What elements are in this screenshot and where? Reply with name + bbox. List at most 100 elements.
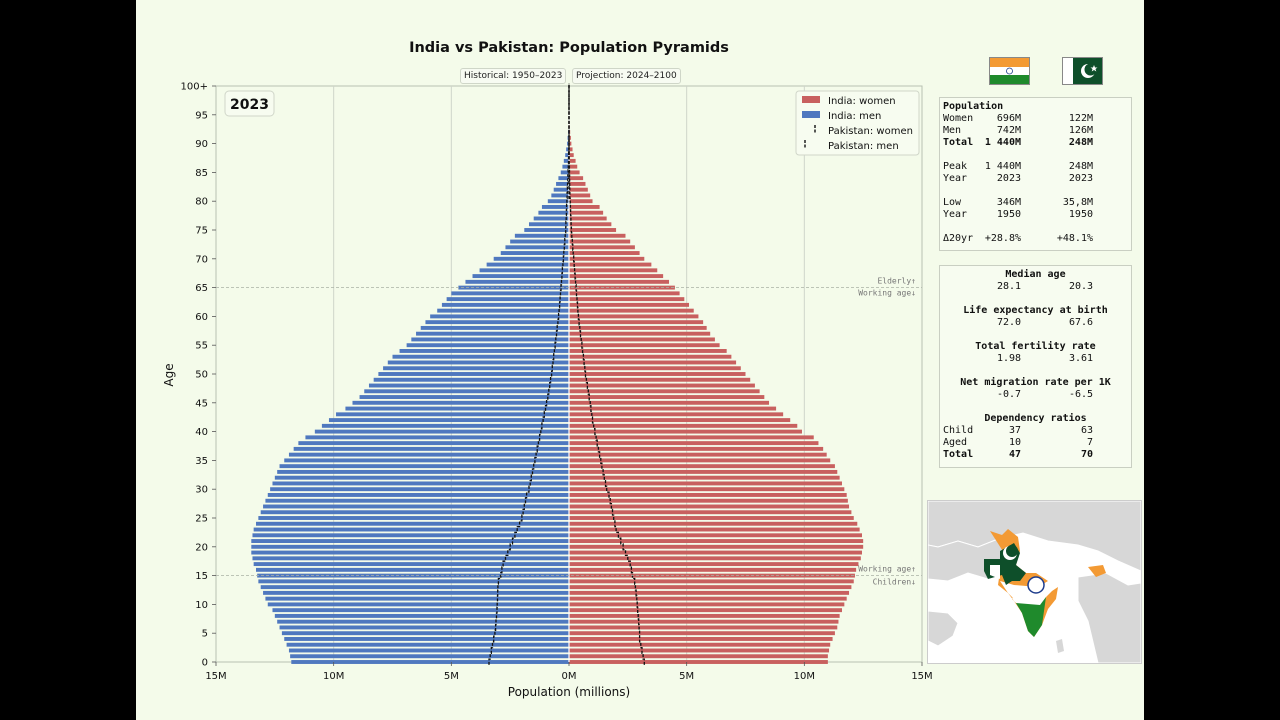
x-tick-label: 5M <box>444 671 459 682</box>
population-row-india: 1 440M <box>984 137 1021 148</box>
population-row-india: +28.8% <box>984 233 1021 244</box>
y-tick-label: 95 <box>195 110 208 121</box>
pakistan-women-line <box>568 83 645 665</box>
chart-title: India vs Pakistan: Population Pyramids <box>409 40 729 56</box>
india-men-bar <box>562 164 569 169</box>
dependency-row-label: Aged <box>943 437 968 448</box>
india-men-bar <box>284 458 569 463</box>
india-men-bar <box>551 193 569 198</box>
india-men-bar <box>279 625 569 630</box>
india-men-bar <box>505 245 569 250</box>
population-row-india: 2023 <box>996 173 1021 184</box>
india-men-bar <box>524 228 569 232</box>
projection-tag: Projection: 2024–2100 <box>572 68 681 84</box>
india-men-bar <box>560 170 569 175</box>
india-women-bar <box>569 274 664 279</box>
fertility-values: 1.98 3.61 <box>940 353 1131 365</box>
india-men-bar <box>286 642 569 647</box>
india-men-bar <box>368 383 569 388</box>
india-men-bar <box>500 251 569 255</box>
india-women-bar <box>569 556 861 561</box>
india-women-bar <box>569 429 802 434</box>
y-tick-label: 40 <box>195 427 208 438</box>
india-women-bar <box>569 400 770 405</box>
india-women-bar <box>569 320 704 325</box>
india-women-bar <box>569 141 572 146</box>
dependency-row: Child 37 63 <box>940 425 1131 437</box>
india-women-bar <box>569 510 852 515</box>
elderly-annotation: Elderly↑ <box>877 277 916 286</box>
india-women-bar <box>569 135 571 140</box>
india-women-bar <box>569 498 848 503</box>
historical-tag: Historical: 1950–2023 <box>460 68 567 84</box>
population-row-pakistan: 35,8M <box>1062 197 1093 208</box>
india-women-bar <box>569 210 604 215</box>
india-men-bar <box>267 493 569 497</box>
india-men-bar <box>256 521 569 526</box>
india-men-bar <box>258 516 569 520</box>
india-women-bar <box>569 251 640 255</box>
india-men-bar <box>378 372 569 376</box>
india-women-bar <box>569 567 857 572</box>
population-row: Year 1950 1950 <box>940 209 1131 221</box>
india-women-bar <box>569 521 858 526</box>
india-men-bar <box>547 199 569 204</box>
india-men-bar <box>251 550 570 555</box>
india-men-bar <box>411 337 569 342</box>
india-men-bar <box>314 429 569 434</box>
legend-india-women-swatch <box>802 96 820 103</box>
india-men-bar <box>558 176 569 181</box>
dependency-row-label: Child <box>943 425 974 436</box>
india-women-bar <box>569 228 617 232</box>
india-men-bar <box>288 648 569 653</box>
y-tick-label: 20 <box>195 542 208 553</box>
india-men-bar <box>256 567 569 572</box>
india-women-bar <box>569 625 838 630</box>
india-men-bar <box>267 602 569 607</box>
median-age-label: Median age <box>1005 269 1066 280</box>
india-women-bar <box>569 383 755 388</box>
india-men-bar <box>279 464 569 469</box>
india-men-bar <box>284 637 569 641</box>
india-men-bar <box>265 596 569 601</box>
india-women-bar <box>569 596 847 601</box>
migration-pakistan: -6.5 <box>1069 389 1094 400</box>
india-men-bar <box>416 331 569 336</box>
dependency-row-india: 10 <box>1008 437 1021 448</box>
india-women-bar <box>569 464 835 469</box>
india-women-bar <box>569 187 588 192</box>
india-men-bar <box>291 660 569 664</box>
india-women-bar <box>569 153 574 158</box>
dependency-label: Dependency ratios <box>984 413 1087 424</box>
population-row-india: 346M <box>996 197 1021 208</box>
india-women-bar <box>569 205 600 209</box>
india-women-bar <box>569 441 819 446</box>
life-expectancy-values: 72.0 67.6 <box>940 317 1131 329</box>
india-men-bar <box>472 274 569 279</box>
india-women-bar <box>569 585 852 590</box>
india-women-bar <box>569 389 760 394</box>
population-row-pakistan: 2023 <box>1068 173 1093 184</box>
india-men-bar <box>277 619 569 624</box>
india-women-bar <box>569 475 840 480</box>
life-expectancy-india: 72.0 <box>997 317 1022 328</box>
population-row-pakistan: 248M <box>1068 161 1093 172</box>
legend-label: Pakistan: men <box>828 141 899 152</box>
india-women-bar <box>569 654 828 659</box>
life-expectancy-pakistan: 67.6 <box>1069 317 1094 328</box>
india-men-bar <box>251 539 570 543</box>
dependency-row-pakistan: 7 <box>1086 437 1093 448</box>
india-women-bar <box>569 527 860 532</box>
y-tick-label: 45 <box>195 398 208 409</box>
india-women-bar <box>569 469 838 474</box>
dependency-row: Aged 10 7 <box>940 437 1131 449</box>
india-men-bar <box>510 239 569 244</box>
population-row: Year 2023 2023 <box>940 173 1131 185</box>
india-women-bar <box>569 297 685 302</box>
population-row: Women 696M 122M <box>940 113 1131 125</box>
y-tick-label: 60 <box>195 312 208 323</box>
population-row: Peak 1 440M 248M <box>940 161 1131 173</box>
migration-values: -0.7 -6.5 <box>940 389 1131 401</box>
fertility-india: 1.98 <box>997 353 1022 364</box>
population-row: Total 1 440M 248M <box>940 137 1131 149</box>
